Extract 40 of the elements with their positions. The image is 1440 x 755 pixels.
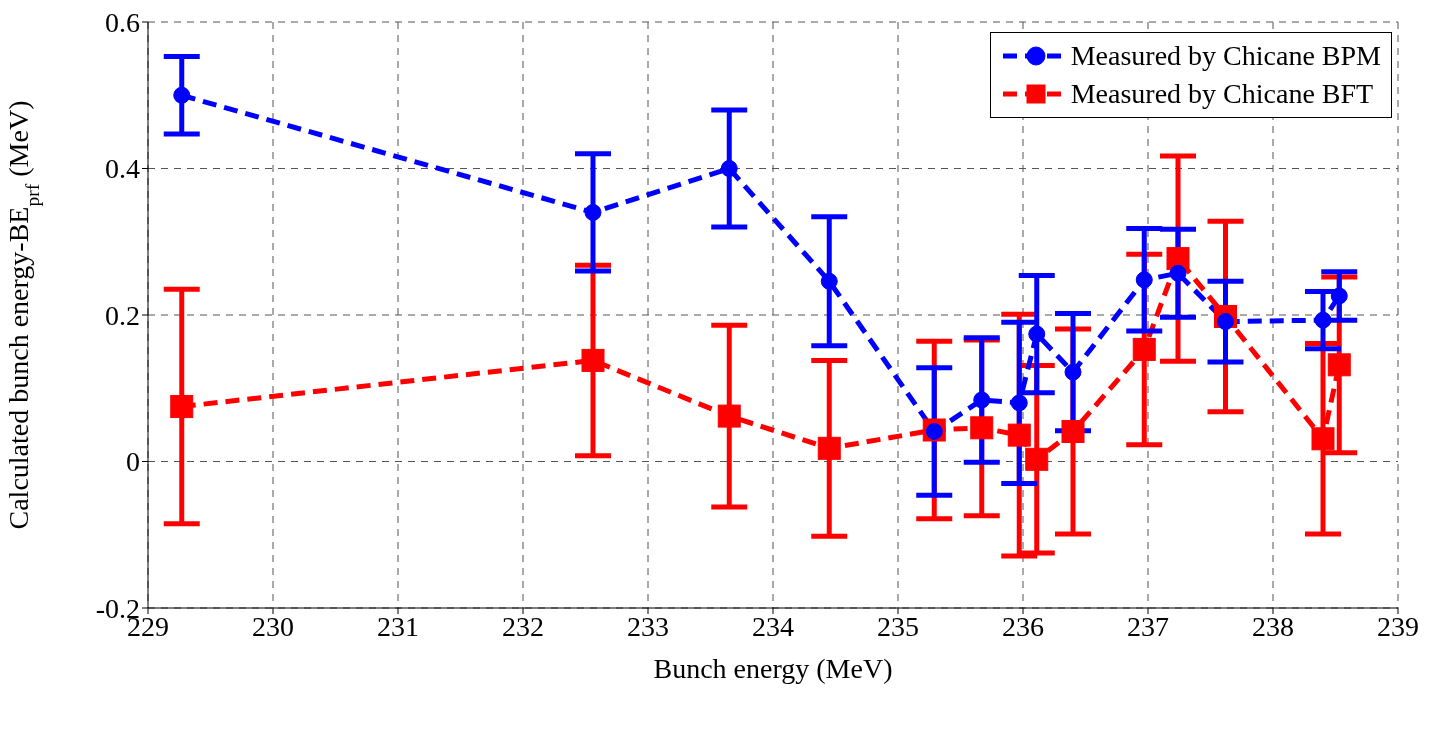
point bbox=[1064, 363, 1082, 381]
point bbox=[720, 160, 738, 177]
x-tick-label: 239 bbox=[1377, 610, 1419, 642]
point bbox=[970, 416, 994, 440]
point bbox=[1025, 447, 1049, 471]
x-tick-label: 234 bbox=[752, 610, 794, 642]
point bbox=[820, 272, 838, 290]
x-tick-label: 233 bbox=[627, 610, 669, 642]
y-tick-label: 0.2 bbox=[105, 299, 140, 331]
point bbox=[1135, 271, 1153, 289]
legend-label: Measured by Chicane BFT bbox=[1070, 77, 1374, 111]
x-tick-label: 238 bbox=[1252, 610, 1294, 642]
point bbox=[1330, 287, 1348, 305]
point bbox=[973, 391, 991, 409]
point bbox=[581, 348, 605, 372]
x-tick-label: 232 bbox=[502, 610, 544, 642]
point bbox=[1028, 325, 1046, 343]
point bbox=[1169, 264, 1187, 282]
point bbox=[584, 203, 602, 221]
x-tick-label: 236 bbox=[1002, 610, 1044, 642]
x-axis-title: Bunch energy (MeV) bbox=[653, 653, 893, 684]
legend-label: Measured by Chicane BPM bbox=[1070, 39, 1381, 73]
point bbox=[1007, 423, 1031, 447]
point bbox=[717, 404, 741, 428]
point bbox=[1061, 419, 1085, 443]
y-tick-label: 0.4 bbox=[105, 153, 140, 185]
x-tick-label: 230 bbox=[252, 610, 294, 642]
x-tick-label: 237 bbox=[1127, 610, 1169, 642]
point bbox=[1010, 394, 1028, 412]
point bbox=[1132, 337, 1156, 361]
x-tick-label: 235 bbox=[877, 610, 919, 642]
y-tick-label: 0 bbox=[126, 446, 140, 478]
point bbox=[817, 436, 841, 460]
x-tick-label: 231 bbox=[377, 610, 419, 642]
point bbox=[1327, 353, 1351, 377]
y-tick-label: 0.6 bbox=[105, 6, 140, 38]
point bbox=[1314, 311, 1332, 329]
point bbox=[170, 395, 194, 419]
point bbox=[173, 86, 191, 104]
point bbox=[1311, 427, 1335, 451]
